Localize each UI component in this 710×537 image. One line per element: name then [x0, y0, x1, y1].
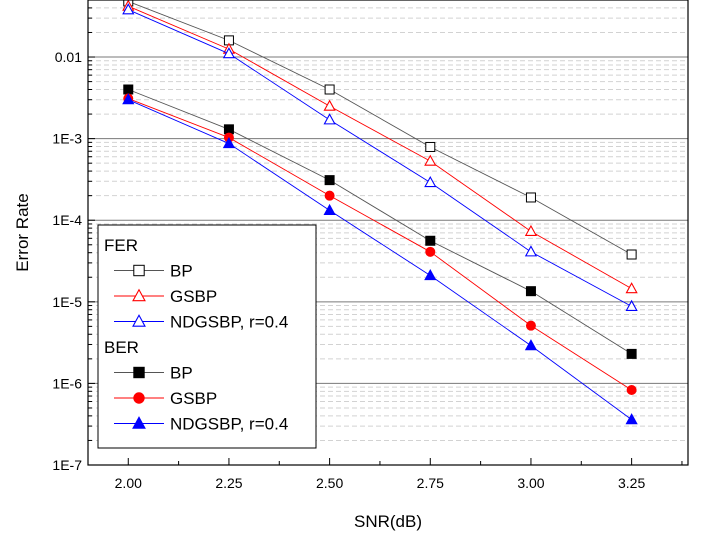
x-tick-label: 3.00	[517, 475, 544, 491]
x-tick-label: 2.75	[417, 475, 444, 491]
legend-marker-fer-gsbp	[132, 288, 146, 302]
x-axis-label: SNR(dB)	[354, 512, 422, 531]
series-layer	[122, 0, 638, 425]
data-point-fer-bp	[525, 192, 536, 203]
y-tick-label: 1E-7	[52, 457, 82, 473]
legend-marker-ber-gsbp	[133, 392, 145, 404]
data-point-fer-gsbp	[424, 154, 437, 166]
y-tick-label: 1E-4	[52, 212, 82, 228]
legend-label-fer-gsbp: GSBP	[170, 287, 217, 306]
x-tick-label: 2.25	[215, 475, 242, 491]
legend-label-ber-gsbp: GSBP	[170, 389, 217, 408]
series-fer-bp	[123, 0, 637, 260]
data-point-ber-gsbp	[425, 246, 436, 257]
data-point-ber-gsbp	[525, 320, 536, 331]
data-point-fer-gsbp	[524, 224, 538, 236]
x-tick-label: 3.25	[618, 475, 645, 491]
data-point-ber-gsbp	[626, 385, 637, 396]
series-line-ber-gsbp	[128, 98, 632, 391]
y-tick-label: 0.01	[55, 49, 82, 65]
legend-label-ber-ndgsbp-r-0-4: NDGSBP, r=0.4	[170, 415, 288, 434]
data-point-fer-ndgsbp-r-0-4	[424, 175, 437, 188]
legend-marker-ber-ndgsbp-r-0-4	[132, 416, 146, 429]
y-tick-label: 1E-3	[52, 131, 82, 147]
x-tick-label: 2.50	[316, 475, 343, 491]
legend: FER BP GSBP NDGSBP, r=0.4 BER BP GSBP NDGSBP, r…	[97, 224, 317, 449]
data-point-ber-ndgsbp-r-0-4	[424, 268, 437, 281]
data-point-fer-bp	[425, 141, 436, 152]
legend-group-title: BER	[104, 338, 139, 357]
data-point-fer-ndgsbp-r-0-4	[625, 299, 638, 311]
legend-marker-fer-ndgsbp-r-0-4	[132, 314, 146, 327]
data-point-ber-bp	[324, 175, 335, 186]
y-tick-label: 1E-6	[52, 375, 82, 391]
legend-label-ber-bp: BP	[170, 364, 193, 383]
y-axis-label: Error Rate	[13, 193, 32, 271]
series-line-fer-gsbp	[128, 5, 632, 290]
data-point-ber-gsbp	[324, 190, 335, 201]
series-ber-bp	[123, 84, 637, 359]
series-fer-gsbp	[122, 0, 638, 294]
series-fer-ndgsbp-r-0-4	[122, 3, 638, 311]
data-point-ber-bp	[223, 124, 234, 135]
data-point-ber-ndgsbp-r-0-4	[122, 93, 135, 105]
series-line-fer-bp	[128, 1, 632, 255]
data-point-fer-bp	[324, 84, 335, 95]
data-point-ber-bp	[425, 235, 436, 246]
data-point-fer-gsbp	[625, 282, 638, 294]
tick-layer: 1E-7 1E-6 1E-5 1E-4 1E-3 0.01 2.00 2.25 2.50 2.75…	[52, 0, 683, 491]
data-point-ber-ndgsbp-r-0-4	[524, 339, 538, 351]
legend-group-title: FER	[104, 236, 138, 255]
legend-label-fer-ndgsbp-r-0-4: NDGSBP, r=0.4	[170, 313, 288, 332]
data-point-ber-ndgsbp-r-0-4	[323, 203, 336, 215]
legend-marker-ber-bp	[133, 366, 145, 379]
y-tick-label: 1E-5	[52, 294, 82, 310]
data-point-ber-bp	[123, 84, 134, 95]
data-point-fer-ndgsbp-r-0-4	[122, 3, 135, 15]
data-point-fer-bp	[626, 249, 637, 260]
data-point-fer-ndgsbp-r-0-4	[222, 47, 236, 59]
legend-box	[97, 224, 317, 449]
data-point-fer-ndgsbp-r-0-4	[323, 113, 336, 125]
series-ber-ndgsbp-r-0-4	[122, 93, 638, 425]
data-point-ber-ndgsbp-r-0-4	[625, 413, 638, 425]
legend-label-fer-bp: BP	[170, 262, 193, 281]
series-line-ber-ndgsbp-r-0-4	[128, 99, 632, 420]
data-point-ber-bp	[626, 348, 637, 359]
legend-marker-fer-bp	[133, 264, 145, 277]
data-point-fer-ndgsbp-r-0-4	[524, 245, 538, 257]
data-point-ber-ndgsbp-r-0-4	[222, 137, 236, 149]
x-tick-label: 2.00	[115, 475, 142, 491]
series-line-ber-bp	[128, 89, 632, 355]
data-point-ber-bp	[525, 286, 536, 297]
data-point-fer-gsbp	[323, 99, 336, 111]
series-line-fer-ndgsbp-r-0-4	[128, 9, 632, 307]
